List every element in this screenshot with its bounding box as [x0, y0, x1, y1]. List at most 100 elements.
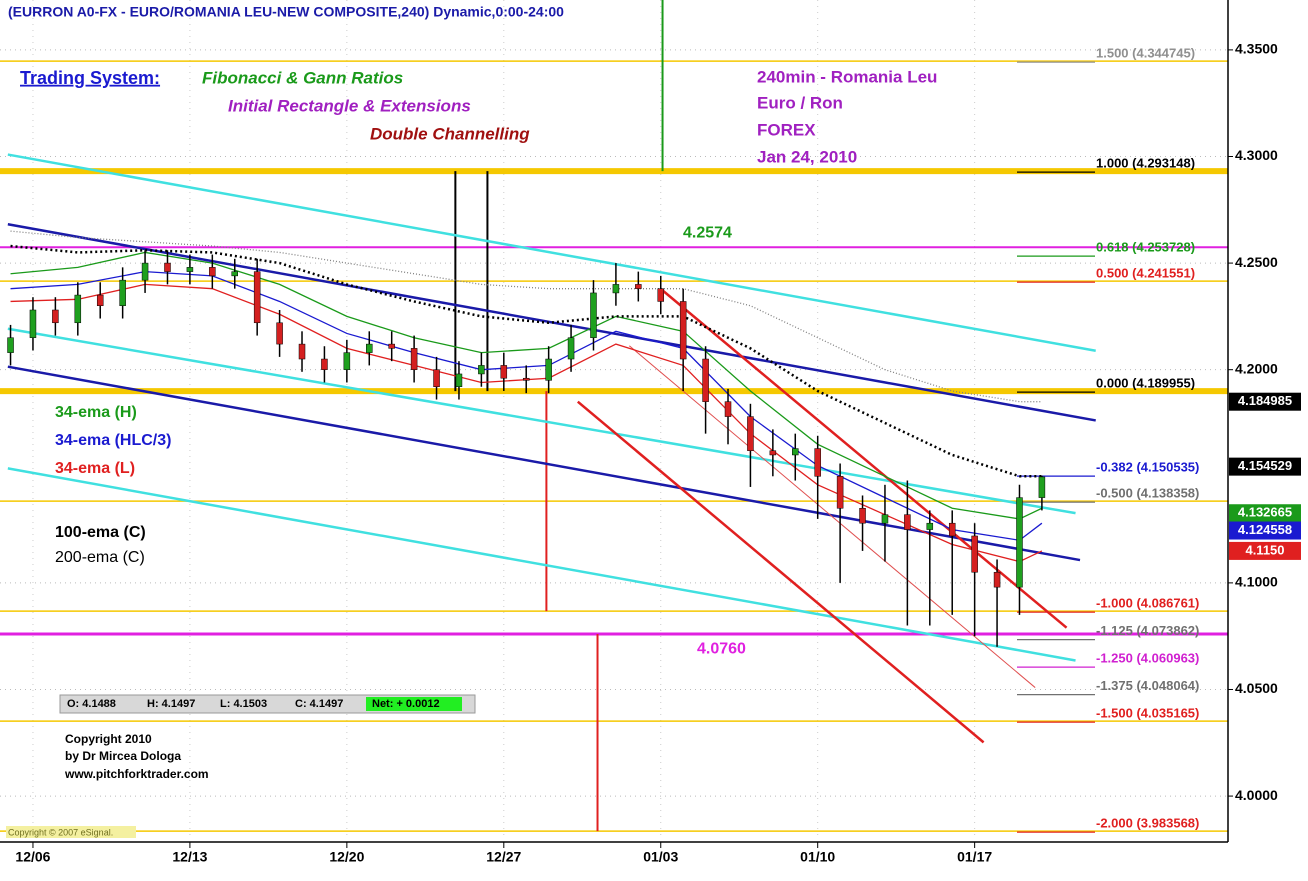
candle-body: [747, 416, 754, 451]
x-tick-label: 12/13: [172, 849, 207, 865]
candle-body: [410, 348, 418, 370]
level-label: 0.618 (4.253728): [1096, 240, 1195, 255]
level-label: 0.500 (4.241551): [1096, 266, 1195, 281]
candle-body: [926, 522, 934, 530]
candle-body: [455, 373, 463, 387]
level-label: 1.500 (4.344745): [1096, 46, 1195, 61]
ema-line: [10, 244, 1042, 478]
ohlc-text: C: 4.1497: [295, 698, 343, 710]
y-tick-label: 4.3000: [1235, 147, 1278, 163]
candle-body: [209, 267, 216, 277]
trendline: [576, 400, 985, 744]
level-label: 0.000 (4.189955): [1096, 376, 1195, 391]
price-tag: [1229, 457, 1301, 476]
candle-body: [590, 292, 597, 338]
price-tag-label: 4.184985: [1238, 393, 1292, 408]
candle-body: [276, 322, 283, 345]
legend-entry: 200-ema (C): [55, 549, 145, 566]
chart-title: (EURRON A0-FX - EURO/ROMANIA LEU-NEW COM…: [8, 4, 564, 20]
candle-body: [1038, 476, 1046, 498]
candle-body: [500, 365, 508, 379]
system-label: Trading System:: [20, 68, 160, 88]
y-tick-label: 4.2500: [1235, 254, 1278, 270]
candle-body: [253, 271, 261, 324]
gann-label: 4.0760: [697, 640, 746, 657]
candle-body: [388, 343, 395, 349]
price-tag: [1229, 541, 1301, 560]
candle-body: [1016, 497, 1023, 588]
trendline: [7, 365, 1081, 562]
price-tag-label: 4.154529: [1238, 458, 1292, 473]
info-text: FOREX: [757, 120, 816, 139]
level-label: -1.250 (4.060963): [1096, 651, 1199, 666]
candle-body: [545, 358, 552, 381]
ohlc-text: L: 4.1503: [220, 698, 267, 710]
candle-body: [343, 352, 351, 370]
candle-body: [366, 343, 373, 353]
candle-body: [612, 284, 620, 294]
candle-body: [724, 401, 732, 417]
price-tag: [1229, 521, 1301, 540]
candle-body: [164, 262, 171, 272]
price-tag-label: 4.124558: [1238, 522, 1292, 537]
candle-body: [702, 358, 709, 402]
level-label: -1.375 (4.048064): [1096, 678, 1199, 693]
price-tag: [1229, 392, 1301, 411]
trendline: [7, 153, 1096, 352]
system-text: Fibonacci & Gann Ratios: [202, 68, 403, 87]
x-tick-label: 12/20: [329, 849, 364, 865]
candle-body: [567, 337, 575, 360]
price-tag-label: 4.1150: [1245, 542, 1284, 557]
level-label: -0.382 (4.150535): [1096, 460, 1199, 475]
candle-body: [635, 284, 642, 289]
net-box: [366, 697, 462, 711]
candle-body: [859, 508, 866, 524]
candle-body: [74, 294, 82, 324]
level-label: -1.500 (4.035165): [1096, 706, 1199, 721]
candle-body: [52, 309, 59, 324]
legend-entry: 34-ema (HLC/3): [55, 432, 171, 449]
candle-body: [814, 448, 821, 477]
info-text: Jan 24, 2010: [757, 147, 857, 166]
candle-body: [948, 522, 956, 537]
candle-body: [657, 288, 664, 302]
price-tag-label: 4.132665: [1238, 505, 1292, 520]
y-tick-label: 4.3500: [1235, 41, 1278, 57]
system-text: Initial Rectangle & Extensions: [228, 96, 471, 115]
y-tick-label: 4.2000: [1235, 360, 1278, 376]
candle-body: [186, 267, 194, 272]
y-tick-label: 4.1000: [1235, 574, 1278, 590]
level-label: -1.125 (4.073862): [1096, 623, 1199, 638]
candle-body: [141, 262, 149, 281]
candle-body: [881, 514, 889, 524]
legend-entry: 34-ema (L): [55, 460, 135, 477]
level-label: -2.000 (3.983568): [1096, 816, 1199, 831]
candle-body: [971, 535, 978, 573]
copyright: www.pitchforktrader.com: [64, 767, 209, 781]
trendline: [7, 467, 1076, 662]
level-label: -1.000 (4.086761): [1096, 596, 1199, 611]
level-label: 1.000 (4.293148): [1096, 156, 1195, 171]
candle-body: [679, 301, 687, 360]
candle-body: [904, 514, 911, 530]
y-tick-label: 4.0000: [1235, 787, 1278, 803]
y-tick-label: 4.0500: [1235, 680, 1278, 696]
system-text: Double Channelling: [370, 124, 530, 143]
candle-body: [96, 294, 104, 306]
candle-body: [993, 571, 1001, 588]
candle-body: [231, 271, 238, 277]
x-tick-label: 01/03: [643, 849, 678, 865]
info-text: Euro / Ron: [757, 93, 843, 112]
x-tick-label: 12/27: [486, 849, 521, 865]
info-text: 240min - Romania Leu: [757, 67, 937, 86]
price-tag: [1229, 504, 1301, 523]
legend-entry: 34-ema (H): [55, 404, 137, 421]
ohlc-text: H: 4.1497: [147, 698, 195, 710]
x-tick-label: 01/17: [957, 849, 992, 865]
legend-entry: 100-ema (C): [55, 524, 146, 541]
x-tick-label: 12/06: [15, 849, 50, 865]
candle-body: [769, 450, 777, 456]
ohlc-text: O: 4.1488: [67, 698, 116, 710]
copyright: Copyright 2010: [65, 732, 152, 746]
